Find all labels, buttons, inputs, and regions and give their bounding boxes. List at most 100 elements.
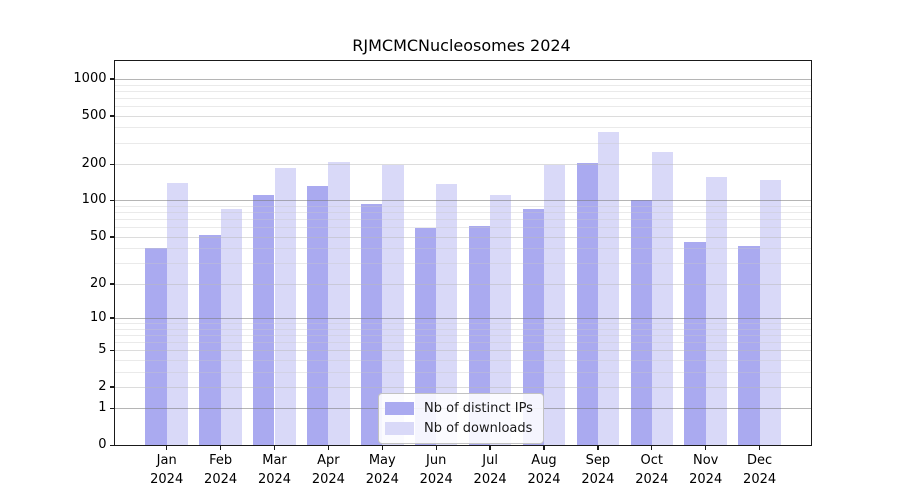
y-tick-label: 5 — [98, 342, 107, 358]
bar-distinct-ips — [684, 242, 706, 445]
x-tick-mark — [435, 445, 437, 450]
x-tick-mark — [705, 445, 707, 450]
x-tick-year: 2024 — [473, 472, 507, 487]
x-tick-label: Feb 2024 — [189, 451, 253, 489]
gridline-minor — [114, 359, 811, 361]
y-tick-label: 20 — [89, 275, 107, 291]
x-tick-mark — [543, 445, 545, 450]
gridline-major — [114, 200, 811, 202]
x-tick-label: Aug 2024 — [512, 451, 576, 489]
x-tick-label: Mar 2024 — [243, 451, 307, 489]
x-tick-year: 2024 — [257, 472, 292, 487]
gridline-minor — [114, 334, 811, 336]
x-tick-month: Sep — [585, 453, 611, 468]
gridline-minor — [114, 263, 811, 265]
gridline-minor — [114, 90, 811, 92]
bar-distinct-ips — [576, 162, 598, 445]
y-tick-label: 500 — [81, 107, 107, 123]
gridline-minor — [114, 97, 811, 99]
bar-downloads — [436, 184, 458, 445]
gridline — [114, 236, 811, 238]
y-tick-label: 200 — [81, 156, 107, 171]
y-tick-mark — [109, 444, 114, 446]
x-tick-year: 2024 — [743, 472, 777, 487]
x-tick-label: Sep 2024 — [566, 451, 630, 489]
gridline-minor — [114, 227, 811, 229]
x-tick-mark — [651, 445, 653, 450]
chart-title: RJMCMCNucleosomes 2024 — [352, 36, 571, 55]
bar-downloads — [759, 180, 781, 445]
bar-distinct-ips — [307, 185, 329, 445]
x-tick-month: Jan — [156, 453, 177, 468]
bar-distinct-ips — [522, 209, 544, 445]
x-tick-year: 2024 — [527, 472, 561, 487]
x-tick-year: 2024 — [635, 472, 669, 487]
gridline — [114, 164, 811, 165]
legend-item-downloads: Nb of downloads — [385, 418, 543, 438]
x-tick-year: 2024 — [150, 472, 184, 487]
x-tick-mark — [273, 445, 276, 450]
y-tick-mark — [109, 115, 114, 117]
bar-downloads — [544, 165, 566, 445]
legend-item-distinct-ips: Nb of distinct IPs — [385, 398, 543, 418]
x-tick-year: 2024 — [689, 472, 723, 487]
gridline-minor — [114, 219, 811, 221]
bar-downloads — [328, 161, 350, 445]
legend-label-downloads: Nb of downloads — [424, 420, 533, 436]
x-tick-month: Oct — [640, 453, 664, 468]
bar-distinct-ips — [738, 245, 760, 445]
y-tick-mark — [109, 283, 114, 285]
x-tick-label: Jun 2024 — [404, 451, 468, 489]
y-tick-mark — [109, 349, 114, 351]
bar-distinct-ips — [630, 200, 652, 445]
x-tick-mark — [219, 445, 222, 450]
x-tick-mark — [166, 445, 168, 450]
gridline-minor — [114, 105, 811, 107]
y-tick-mark — [109, 386, 114, 388]
bar-downloads — [705, 176, 727, 445]
legend-label-distinct-ips: Nb of distinct IPs — [424, 400, 533, 416]
x-tick-month: Aug — [531, 453, 557, 468]
bar-downloads — [166, 182, 188, 445]
bar-downloads — [274, 167, 296, 445]
gridline-minor — [114, 248, 811, 250]
x-tick-year: 2024 — [419, 472, 453, 487]
gridline-minor — [114, 341, 811, 343]
legend-swatch-distinct-ips-icon — [385, 401, 414, 415]
gridline-minor — [114, 142, 811, 144]
x-tick-year: 2024 — [204, 472, 238, 487]
gridline — [114, 386, 811, 388]
x-tick-label: Jul 2024 — [458, 451, 522, 489]
y-tick-mark — [109, 236, 114, 238]
x-tick-month: Feb — [209, 453, 233, 468]
y-tick-label: 10 — [89, 309, 107, 325]
y-tick-mark — [109, 163, 114, 165]
y-tick-label: 2 — [98, 378, 107, 394]
gridline-minor — [114, 84, 811, 86]
y-tick-mark — [109, 199, 114, 202]
x-tick-mark — [327, 445, 330, 450]
y-tick-mark — [109, 317, 114, 319]
x-tick-month: May — [368, 453, 396, 468]
legend: Nb of distinct IPs Nb of downloads — [378, 393, 544, 444]
bar-downloads — [490, 194, 512, 445]
y-tick-label: 1000 — [73, 70, 107, 86]
bar-downloads — [597, 131, 620, 445]
gridline — [114, 350, 811, 352]
plot-area: 0 1 2 5 10 20 50 100 200 500 1000 Jan 2024 Feb 2024 Mar… — [73, 59, 812, 487]
x-tick-month: Nov — [693, 453, 719, 468]
x-tick-month: Dec — [747, 453, 773, 468]
x-tick-month: Mar — [262, 453, 287, 468]
x-tick-month: Jun — [426, 453, 447, 468]
gridline-minor — [114, 212, 811, 214]
x-tick-label: Dec 2024 — [728, 451, 792, 489]
x-tick-year: 2024 — [311, 472, 345, 487]
bar-distinct-ips — [199, 234, 221, 445]
x-tick-mark — [489, 445, 491, 450]
x-tick-year: 2024 — [365, 472, 399, 487]
bar-distinct-ips — [468, 226, 491, 445]
gridline-major — [114, 78, 811, 80]
x-tick-label: May 2024 — [350, 451, 414, 489]
gridline-major — [114, 317, 811, 319]
